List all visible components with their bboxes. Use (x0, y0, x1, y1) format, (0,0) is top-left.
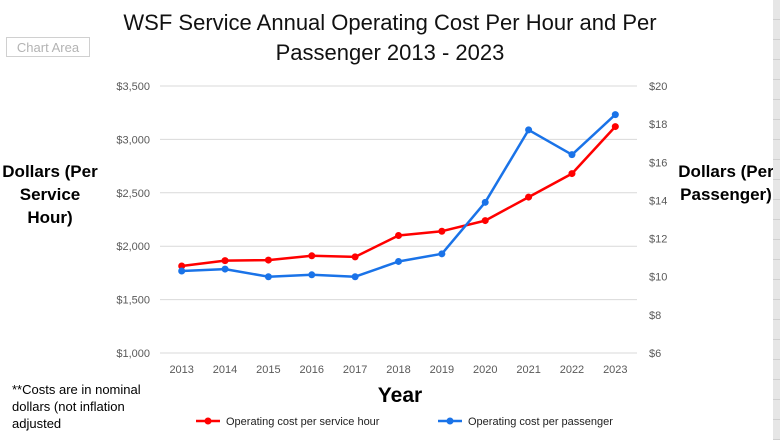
y-left-tick-label: $1,000 (116, 348, 150, 360)
footnote: **Costs are in nominal dollars (not infl… (12, 382, 141, 431)
legend-marker-1 (204, 417, 212, 425)
data-point-series-2 (264, 273, 272, 281)
data-point-series-2 (221, 265, 229, 273)
x-axis-ticks: 2013 2014 2015 2016 2017 2018 2019 2020 2021 2022… (169, 364, 627, 376)
data-point-series-2 (611, 111, 619, 119)
series-layer (178, 111, 619, 281)
x-axis-title: Year (377, 384, 423, 407)
y-right-tick-label: $6 (649, 348, 661, 360)
data-point-series-1 (308, 252, 316, 260)
data-point-series-1 (438, 227, 446, 235)
y-right-tick-label: $16 (649, 157, 667, 169)
x-tick-label: 2020 (473, 364, 497, 376)
x-tick-label: 2022 (560, 364, 584, 376)
x-tick-label: 2014 (213, 364, 237, 376)
data-point-series-2 (351, 273, 359, 281)
y-left-tick-label: $2,000 (116, 241, 150, 253)
chart-title: WSF Service Annual Operating Cost Per Ho… (123, 10, 657, 65)
data-point-series-1 (264, 256, 272, 264)
data-point-series-2 (308, 271, 316, 279)
x-tick-label: 2019 (430, 364, 454, 376)
data-point-series-1 (525, 193, 533, 201)
y-left-tick-label: $3,500 (116, 81, 150, 93)
data-point-series-2 (178, 267, 186, 275)
legend: Operating cost per service hour Operating… (196, 416, 613, 428)
y-axis-right-ticks: $6 $8 $10 $12 $14 $16 $18 $20 (649, 81, 667, 360)
data-point-series-1 (568, 170, 576, 178)
data-point-series-2 (568, 151, 576, 159)
y-left-tick-label: $2,500 (116, 188, 150, 200)
y-right-tick-label: $10 (649, 272, 667, 284)
x-tick-label: 2023 (603, 364, 627, 376)
y-right-tick-label: $20 (649, 81, 667, 93)
data-point-series-1 (611, 123, 619, 131)
x-tick-label: 2021 (516, 364, 540, 376)
data-point-series-1 (351, 253, 359, 261)
scrollbar-strip[interactable] (773, 0, 780, 440)
data-point-series-1 (178, 262, 186, 270)
data-point-series-2 (481, 198, 489, 206)
legend-label-2: Operating cost per passenger (468, 416, 613, 428)
y-left-tick-label: $1,500 (116, 295, 150, 307)
x-tick-label: 2015 (256, 364, 280, 376)
y-axis-title-left: Dollars (Per Service Hour) (2, 162, 98, 227)
data-point-series-2 (395, 257, 402, 265)
x-tick-label: 2013 (169, 364, 193, 376)
data-point-series-1 (221, 257, 229, 265)
legend-label-1: Operating cost per service hour (226, 416, 380, 428)
data-point-series-1 (481, 217, 489, 225)
data-point-series-1 (395, 232, 402, 240)
x-tick-label: 2018 (386, 364, 410, 376)
chart-area-label[interactable]: Chart Area (6, 37, 90, 57)
y-axis-title-right: Dollars (Per Passenger) (678, 162, 774, 204)
y-right-tick-label: $14 (649, 195, 667, 207)
y-right-tick-label: $18 (649, 119, 667, 131)
y-right-tick-label: $8 (649, 310, 661, 322)
x-tick-label: 2016 (300, 364, 324, 376)
legend-marker-2 (446, 417, 454, 425)
y-axis-left-ticks: $1,000 $1,500 $2,000 $2,500 $3,000 $3,500 (116, 81, 150, 360)
data-point-series-2 (525, 126, 533, 134)
gridlines (160, 85, 637, 354)
data-point-series-2 (438, 250, 446, 258)
series-line-1 (181, 125, 617, 268)
y-right-tick-label: $12 (649, 234, 667, 246)
x-tick-label: 2017 (343, 364, 367, 376)
y-left-tick-label: $3,000 (116, 134, 150, 146)
